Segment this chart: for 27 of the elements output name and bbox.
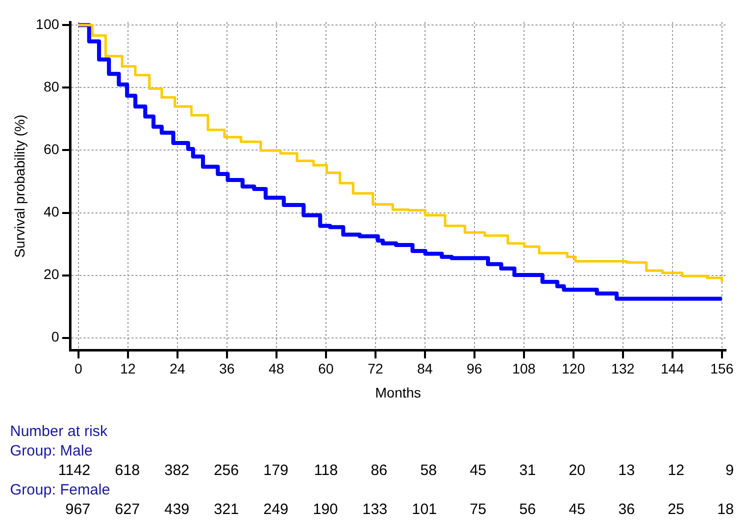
x-tick-label: 12 xyxy=(120,360,136,377)
y-tick-label: 80 xyxy=(44,78,60,95)
x-tick-label: 72 xyxy=(368,360,384,377)
text: 967 627 439 321 249 190 133 101 75 56 45 36 25 18 xyxy=(65,501,734,518)
x-tick-label: 24 xyxy=(170,360,186,377)
y-tick-label: 40 xyxy=(44,204,60,220)
x-tick-label: 132 xyxy=(611,360,635,377)
text: Number at risk xyxy=(10,423,108,440)
text: Group: Female xyxy=(10,482,110,499)
text: 1142 618 382 256 179 118 86 58 45 31 20 13 12 9 xyxy=(58,462,734,480)
y-tick-label: 20 xyxy=(44,266,60,282)
y-tick-label: 60 xyxy=(44,141,60,158)
x-tick-label: 144 xyxy=(660,360,684,377)
x-tick-label: 96 xyxy=(466,360,482,377)
x-tick-label: 156 xyxy=(710,360,734,377)
x-axis-title: Months xyxy=(375,384,422,400)
y-tick-label: 0 xyxy=(51,328,60,345)
x-tick-label: 48 xyxy=(268,360,284,377)
text: Group: Male xyxy=(10,442,93,460)
x-tick-label: 36 xyxy=(219,360,235,377)
y-axis-title: Survival probability (%) xyxy=(11,114,28,258)
x-tick-label: 108 xyxy=(512,360,536,377)
x-tick-label: 0 xyxy=(74,360,83,377)
y-tick-label: 100 xyxy=(36,16,60,32)
x-tick-label: 60 xyxy=(318,360,334,377)
x-tick-label: 120 xyxy=(562,360,586,377)
x-tick-label: 84 xyxy=(417,360,433,377)
